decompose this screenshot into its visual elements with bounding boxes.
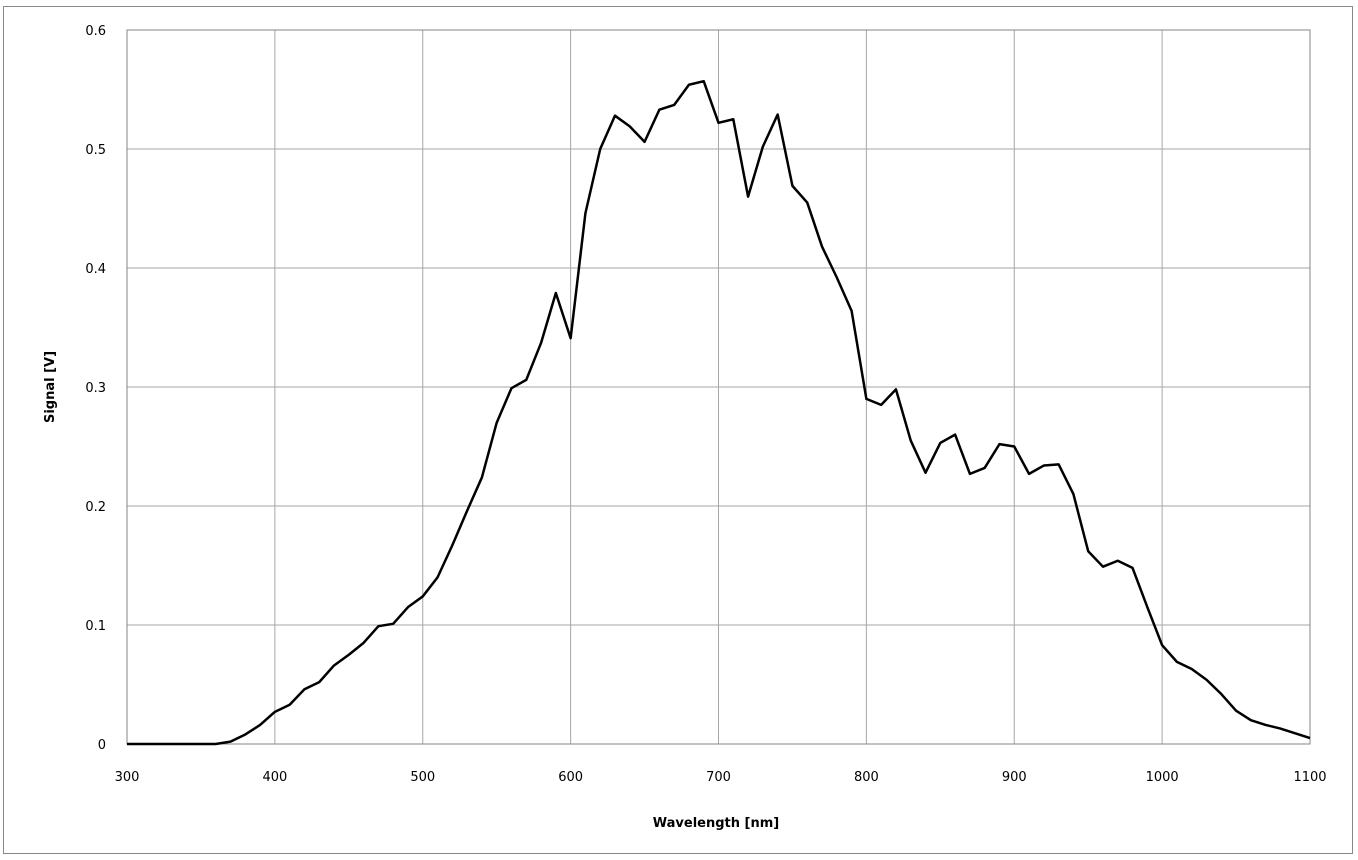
y-axis-title: Signal [V] [43,351,58,423]
plot-area [126,29,1311,745]
y-tick-label: 0.2 [85,500,106,515]
plot-area-border [126,29,1311,745]
y-tick-label: 0.3 [85,381,106,396]
x-tick-label: 900 [1002,770,1027,785]
series-line-0 [127,79,1311,746]
x-tick-label: 1100 [1293,770,1326,785]
y-tick-label: 0 [98,738,106,753]
data-series [127,79,1311,746]
y-tick-label: 0.4 [85,262,106,277]
x-tick-label: 800 [854,770,879,785]
x-tick-label: 500 [410,770,435,785]
y-tick-label: 0.5 [85,143,106,158]
x-tick-label: 1000 [1146,770,1179,785]
chart-frame [3,6,1353,854]
x-tick-label: 400 [262,770,287,785]
grid [126,29,1311,745]
x-tick-label: 300 [115,770,140,785]
x-tick-label: 700 [706,770,731,785]
y-axis-tick-labels: 0 0.1 0.2 0.3 0.4 0.5 0.6 [85,24,106,753]
x-tick-label: 600 [558,770,583,785]
x-axis-tick-labels: 300 400 500 600 700 800 900 1000 1100 [115,770,1327,785]
y-tick-label: 0.6 [85,24,106,39]
x-axis-title: Wavelength [nm] [653,816,779,831]
y-tick-label: 0.1 [85,619,106,634]
